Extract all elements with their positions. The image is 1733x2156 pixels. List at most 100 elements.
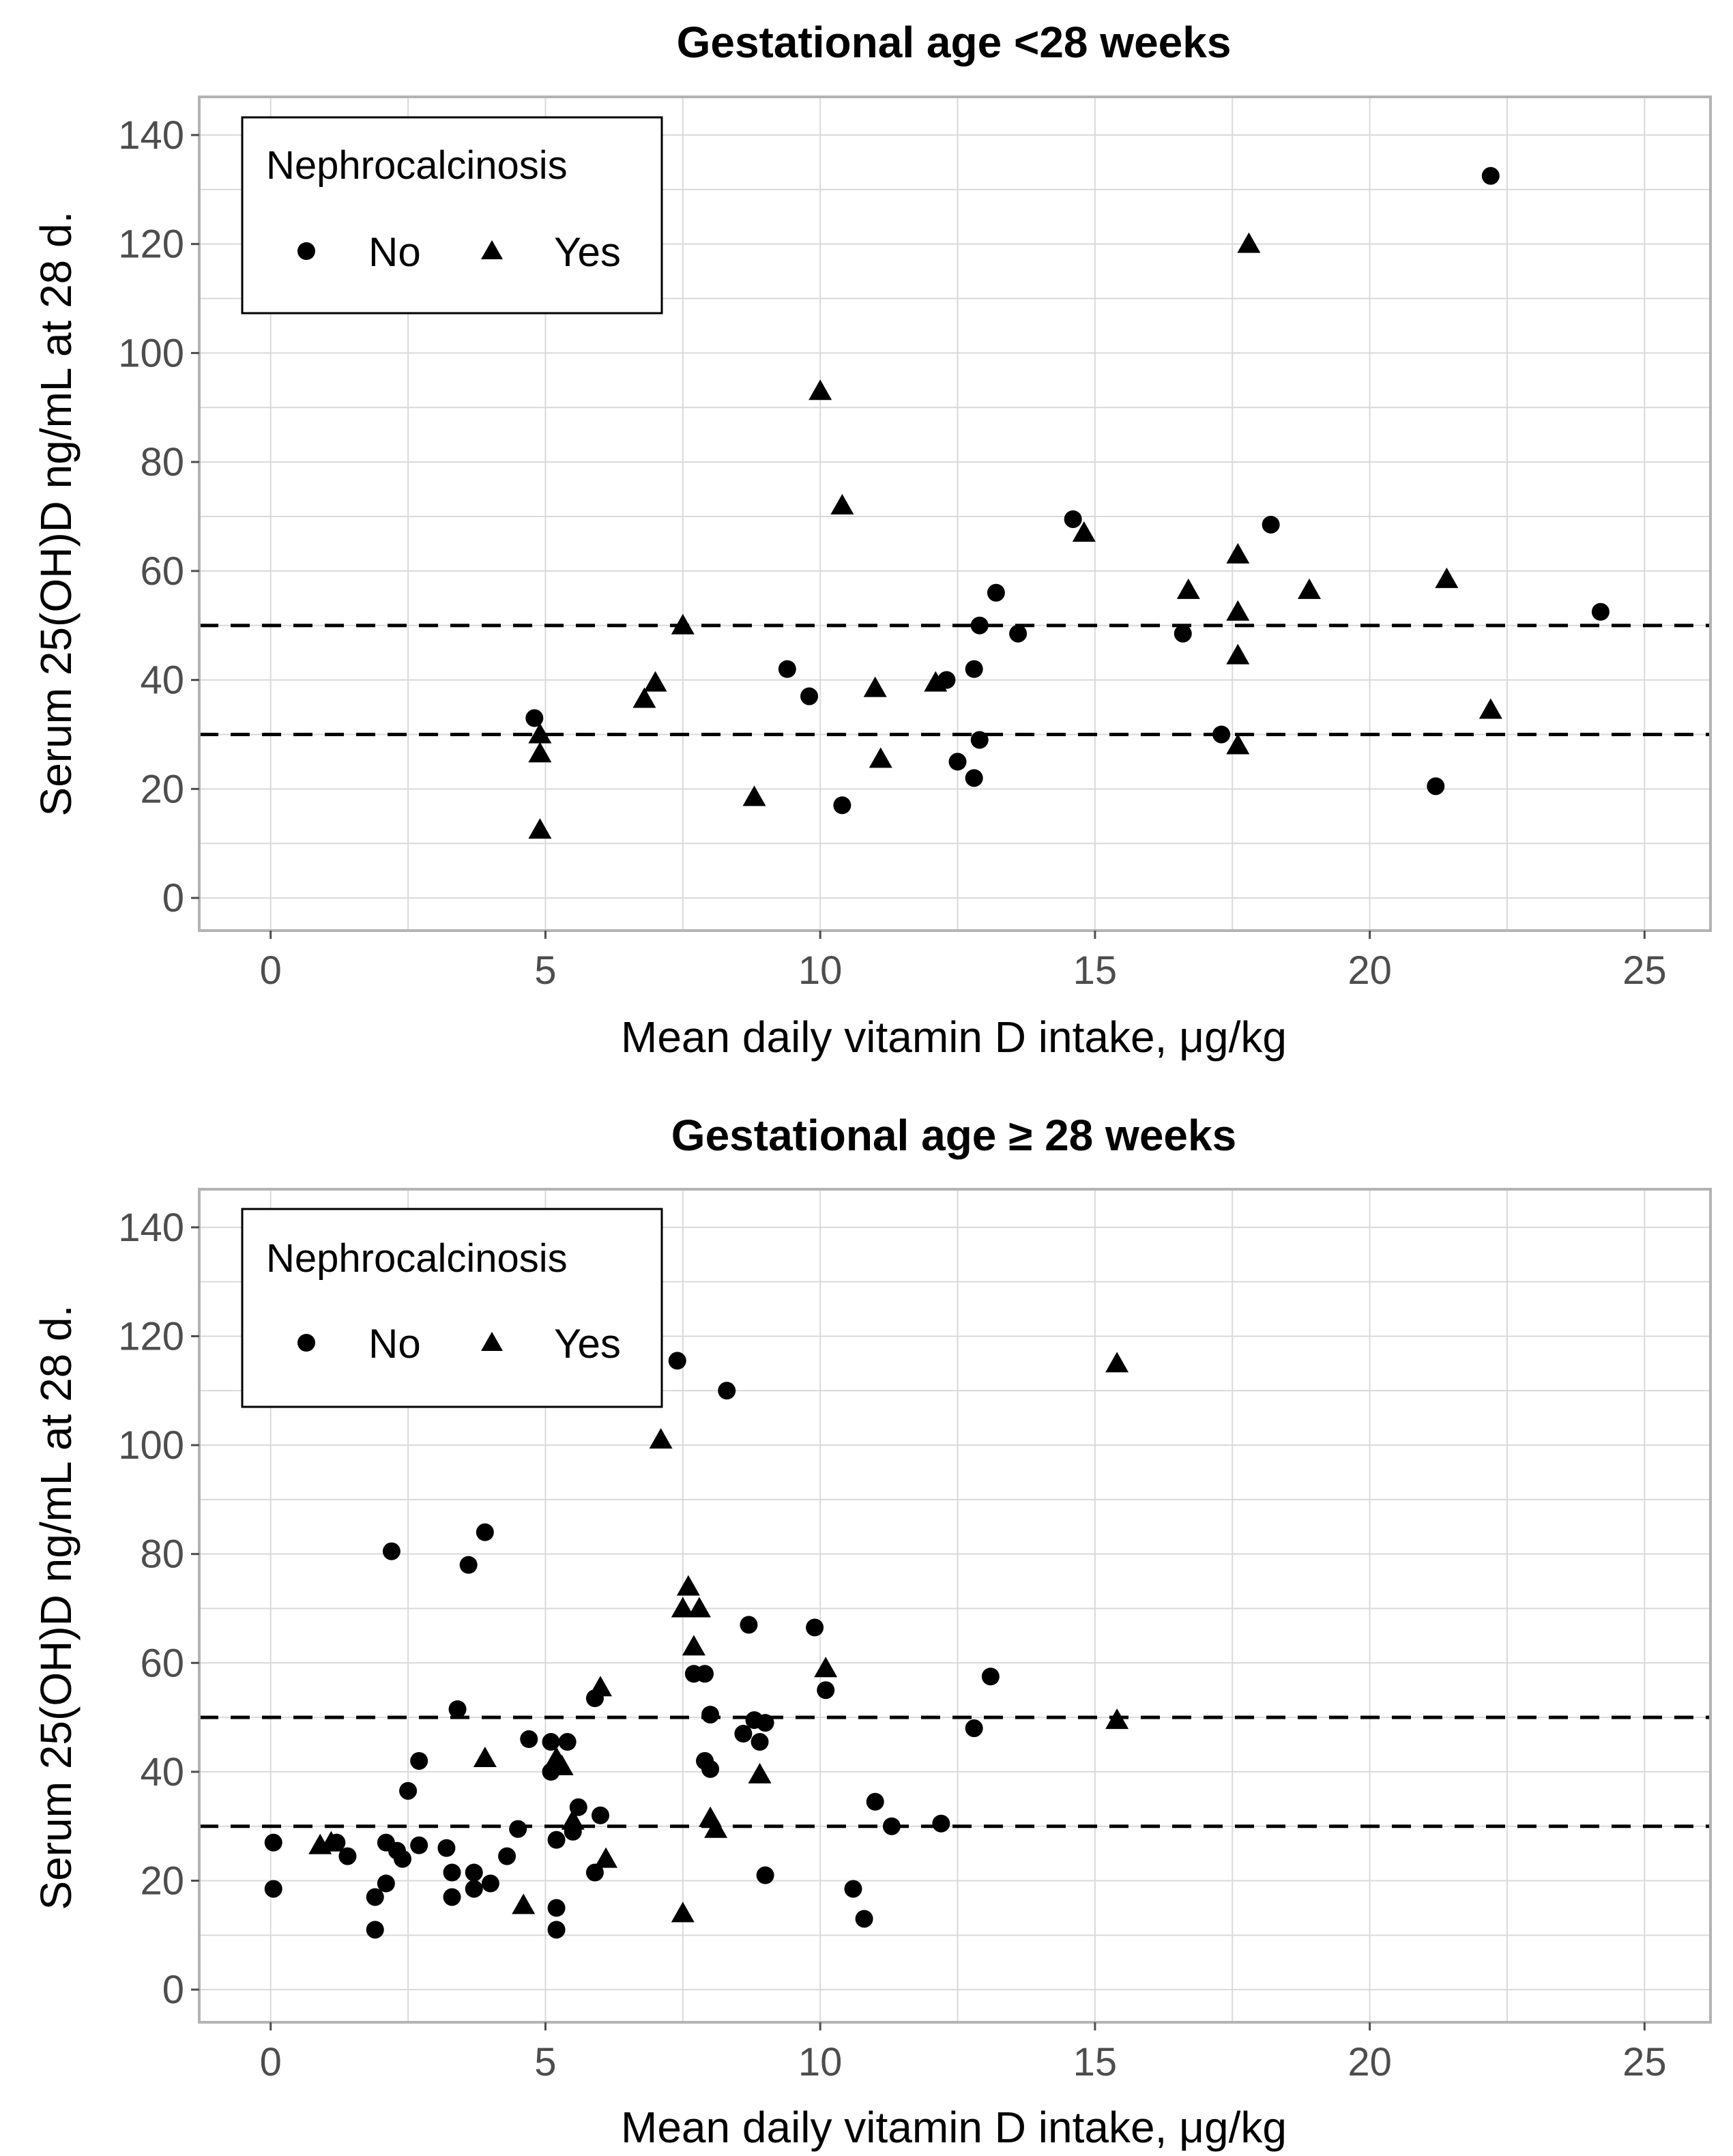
data-point-no — [448, 1700, 467, 1719]
data-points — [525, 166, 1610, 839]
y-tick-label: 100 — [118, 1423, 184, 1468]
reference-lines — [199, 624, 1710, 736]
data-point-no — [1212, 725, 1231, 744]
y-axis: 0 20 40 60 80 100 120 140 — [118, 113, 199, 920]
y-axis-label: Serum 25(OH)D ng/mL at 28 d. — [31, 1305, 81, 1910]
data-point-no — [981, 1667, 1000, 1686]
y-tick-label: 60 — [140, 549, 184, 594]
data-point-no — [740, 1616, 758, 1634]
legend-box — [241, 116, 663, 315]
panel-lt28: Gestational age <28 weeks 02040608010012… — [31, 18, 1712, 1062]
data-point-no — [866, 1792, 884, 1811]
data-point-no — [525, 709, 544, 727]
data-point-yes — [671, 1597, 695, 1618]
x-tick-label: 10 — [798, 948, 843, 993]
x-tick-label: 0 — [260, 2040, 282, 2084]
data-point-no — [965, 660, 983, 678]
y-tick-label: 120 — [118, 222, 184, 267]
data-point-yes — [814, 1657, 838, 1678]
data-point-no — [718, 1382, 736, 1400]
data-point-no — [377, 1874, 395, 1893]
data-point-no — [437, 1839, 456, 1857]
data-point-yes — [594, 1847, 618, 1868]
data-point-no — [987, 583, 1005, 602]
data-point-no — [498, 1847, 516, 1865]
y-tick-label: 0 — [162, 876, 184, 920]
data-point-yes — [1226, 600, 1250, 621]
x-axis: 0 5 10 15 20 25 — [260, 931, 1667, 993]
data-point-no — [264, 1880, 282, 1898]
grid — [199, 97, 1710, 931]
data-point-no — [756, 1714, 774, 1732]
data-point-no — [481, 1874, 499, 1893]
data-point-yes — [863, 676, 887, 697]
y-tick-label: 140 — [118, 1206, 184, 1250]
y-tick-label: 80 — [140, 1532, 184, 1577]
x-tick-label: 25 — [1622, 948, 1667, 993]
x-tick-label: 25 — [1622, 2040, 1667, 2084]
x-tick-label: 15 — [1073, 948, 1118, 993]
legend-title: Nephrocalcinosis — [266, 1236, 568, 1281]
data-point-yes — [682, 1635, 705, 1656]
y-tick-label: 100 — [118, 331, 184, 375]
x-axis-label: Mean daily vitamin D intake, μg/kg — [621, 1013, 1287, 1062]
x-tick-label: 5 — [534, 2040, 556, 2084]
data-point-no — [366, 1921, 384, 1939]
data-point-yes — [1435, 567, 1459, 588]
data-point-yes — [528, 723, 552, 744]
data-point-no — [366, 1888, 384, 1906]
data-point-no — [800, 687, 819, 705]
data-point-yes — [319, 1831, 343, 1852]
data-points — [264, 1352, 1129, 1939]
data-point-no — [1427, 777, 1445, 796]
data-point-no — [696, 1665, 714, 1683]
legend-label-yes: Yes — [554, 1321, 621, 1367]
data-point-no — [1009, 624, 1028, 643]
legend-circle-marker — [297, 242, 315, 260]
data-point-yes — [1237, 232, 1261, 253]
y-tick-label: 140 — [118, 113, 184, 158]
data-point-yes — [676, 1575, 700, 1596]
panel-ge28: Gestational age ≥ 28 weeks 0204060801001… — [31, 1111, 1712, 2152]
data-point-yes — [1226, 733, 1250, 755]
data-point-yes — [1226, 542, 1250, 564]
data-point-no — [459, 1556, 478, 1574]
data-point-no — [585, 1863, 604, 1882]
y-tick-label: 80 — [140, 440, 184, 484]
data-point-no — [394, 1850, 412, 1868]
data-point-no — [970, 616, 989, 635]
data-point-no — [970, 731, 989, 749]
data-point-yes — [550, 1754, 574, 1775]
chart-title: Gestational age <28 weeks — [677, 18, 1232, 67]
data-point-no — [476, 1523, 494, 1541]
data-point-no — [1481, 166, 1500, 185]
data-point-no — [932, 1814, 950, 1833]
data-point-no — [965, 1719, 983, 1738]
legend-label-yes: Yes — [554, 229, 621, 275]
data-point-no — [410, 1836, 428, 1854]
x-axis-label: Mean daily vitamin D intake, μg/kg — [621, 2103, 1287, 2152]
data-point-yes — [742, 785, 766, 806]
data-point-yes — [512, 1893, 536, 1914]
data-point-no — [410, 1751, 428, 1770]
y-tick-label: 40 — [140, 1750, 184, 1794]
data-point-yes — [830, 494, 854, 515]
data-point-no — [701, 1706, 720, 1724]
data-point-yes — [649, 1428, 673, 1449]
data-point-no — [882, 1817, 901, 1835]
data-point-no — [591, 1806, 609, 1824]
data-point-no — [338, 1847, 357, 1865]
data-point-no — [855, 1910, 873, 1928]
data-point-no — [542, 1733, 560, 1751]
data-point-no — [547, 1899, 566, 1917]
data-point-no — [965, 769, 983, 787]
data-point-no — [778, 660, 796, 678]
data-point-no — [948, 753, 967, 771]
data-point-yes — [1298, 578, 1322, 599]
data-point-no — [734, 1725, 753, 1743]
data-point-no — [399, 1781, 418, 1800]
data-point-yes — [528, 742, 552, 763]
y-tick-label: 20 — [140, 767, 184, 811]
data-point-no — [833, 796, 851, 815]
data-point-no — [547, 1831, 566, 1849]
